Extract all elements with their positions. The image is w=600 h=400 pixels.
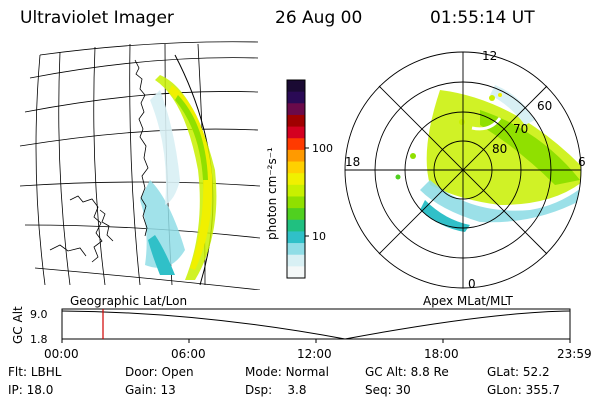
altitude-curve: [61, 310, 571, 340]
colorbar-segment: [287, 173, 305, 186]
colorbar-segment: [287, 114, 305, 128]
polar-panel-label: Apex MLat/MLT: [423, 294, 513, 308]
polar-emission: [395, 85, 581, 232]
info-glat: GLat: 52.2: [487, 365, 550, 379]
instrument-title: Ultraviolet Imager: [20, 8, 174, 28]
info-ip: IP: 18.0: [8, 383, 54, 397]
timeline-xtick-2: 12:00: [297, 347, 332, 361]
info-dsp: Dsp: 3.8: [245, 383, 307, 397]
colorbar-segment: [287, 254, 305, 267]
altitude-timeline: GC Alt 9.0 1.8 00:00 06:00 12:00 18:00 2…: [11, 306, 592, 361]
lat-label-70: 70: [513, 122, 528, 136]
latitude-grid: [19, 41, 260, 290]
polar-plot: 12 18 6 0 60 70 80: [344, 49, 586, 291]
colorbar-segment: [287, 149, 305, 163]
info-mode: Mode: Normal: [245, 365, 329, 379]
geographic-map: [19, 41, 260, 290]
polar-grid: [344, 51, 582, 289]
lat-label-80: 80: [492, 142, 507, 156]
timeline-ticks: [61, 339, 571, 343]
colorbar-unit: photon cm⁻²s⁻¹: [265, 147, 279, 240]
info-gcalt: GC Alt: 8.8 Re: [365, 365, 449, 379]
colorbar-segment: [287, 208, 305, 221]
mlt-label-0: 0: [468, 277, 476, 291]
colorbar-segment: [287, 231, 305, 244]
timeline-xtick-4: 23:59: [557, 347, 592, 361]
colorbar-label-100: 100: [312, 142, 333, 155]
colorbar-segment: [287, 219, 305, 233]
colorbar: [287, 80, 305, 279]
timeline-ylabel: GC Alt: [11, 306, 25, 344]
colorbar-segment: [287, 184, 305, 198]
time-label: 01:55:14 UT: [430, 8, 535, 28]
colorbar-segment: [287, 196, 305, 209]
timeline-xtick-3: 18:00: [424, 347, 459, 361]
mlt-label-18: 18: [345, 155, 360, 169]
timeline-ytick-9: 9.0: [30, 308, 48, 321]
mlt-label-12: 12: [482, 49, 497, 63]
colorbar-segment: [287, 80, 305, 93]
geo-panel-label: Geographic Lat/Lon: [70, 294, 187, 308]
aurora-emission: [140, 75, 217, 280]
timeline-xtick-0: 00:00: [44, 347, 79, 361]
colorbar-segment: [287, 103, 305, 116]
info-gain: Gain: 13: [125, 383, 176, 397]
colorbar-segment: [287, 91, 305, 104]
colorbar-segment: [287, 138, 305, 151]
colorbar-segment: [287, 161, 305, 174]
coastlines: [49, 59, 149, 263]
colorbar-segment: [287, 126, 305, 139]
lat-label-60: 60: [537, 99, 552, 113]
info-door: Door: Open: [125, 365, 194, 379]
info-flt: Flt: LBHL: [8, 365, 62, 379]
info-seq: Seq: 30: [365, 383, 411, 397]
timeline-xtick-1: 06:00: [171, 347, 206, 361]
mlt-label-6: 6: [578, 155, 586, 169]
colorbar-segment: [287, 266, 305, 279]
colorbar-label-10: 10: [312, 230, 326, 243]
info-glon: GLon: 355.7: [487, 383, 560, 397]
date-label: 26 Aug 00: [275, 8, 363, 28]
timeline-ytick-1: 1.8: [30, 333, 48, 346]
colorbar-frame: [286, 79, 306, 279]
colorbar-segment: [287, 243, 305, 256]
